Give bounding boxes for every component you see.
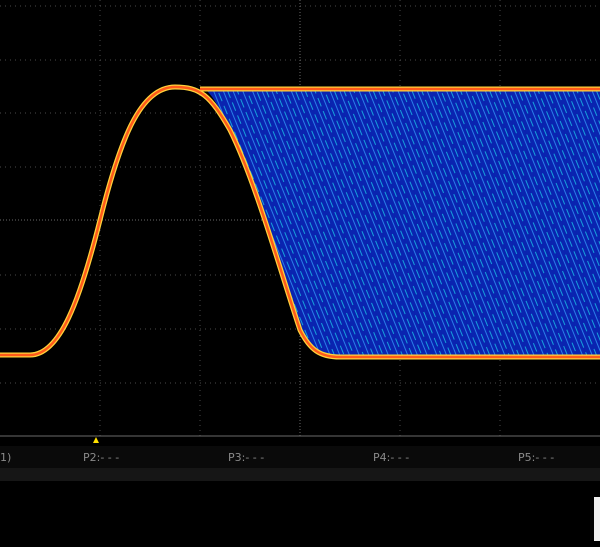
trigger-marker (93, 437, 99, 443)
status-item: 1) (0, 451, 11, 464)
trace (0, 85, 600, 359)
status-item: P3:- - - (228, 451, 264, 464)
status-item: P5:- - - (518, 451, 554, 464)
divider-band (0, 468, 600, 481)
status-item: P4:- - - (373, 451, 409, 464)
status-item: P2:- - - (83, 451, 119, 464)
status-bar (0, 446, 600, 468)
persistence (205, 89, 600, 357)
corner-widget (594, 497, 600, 541)
